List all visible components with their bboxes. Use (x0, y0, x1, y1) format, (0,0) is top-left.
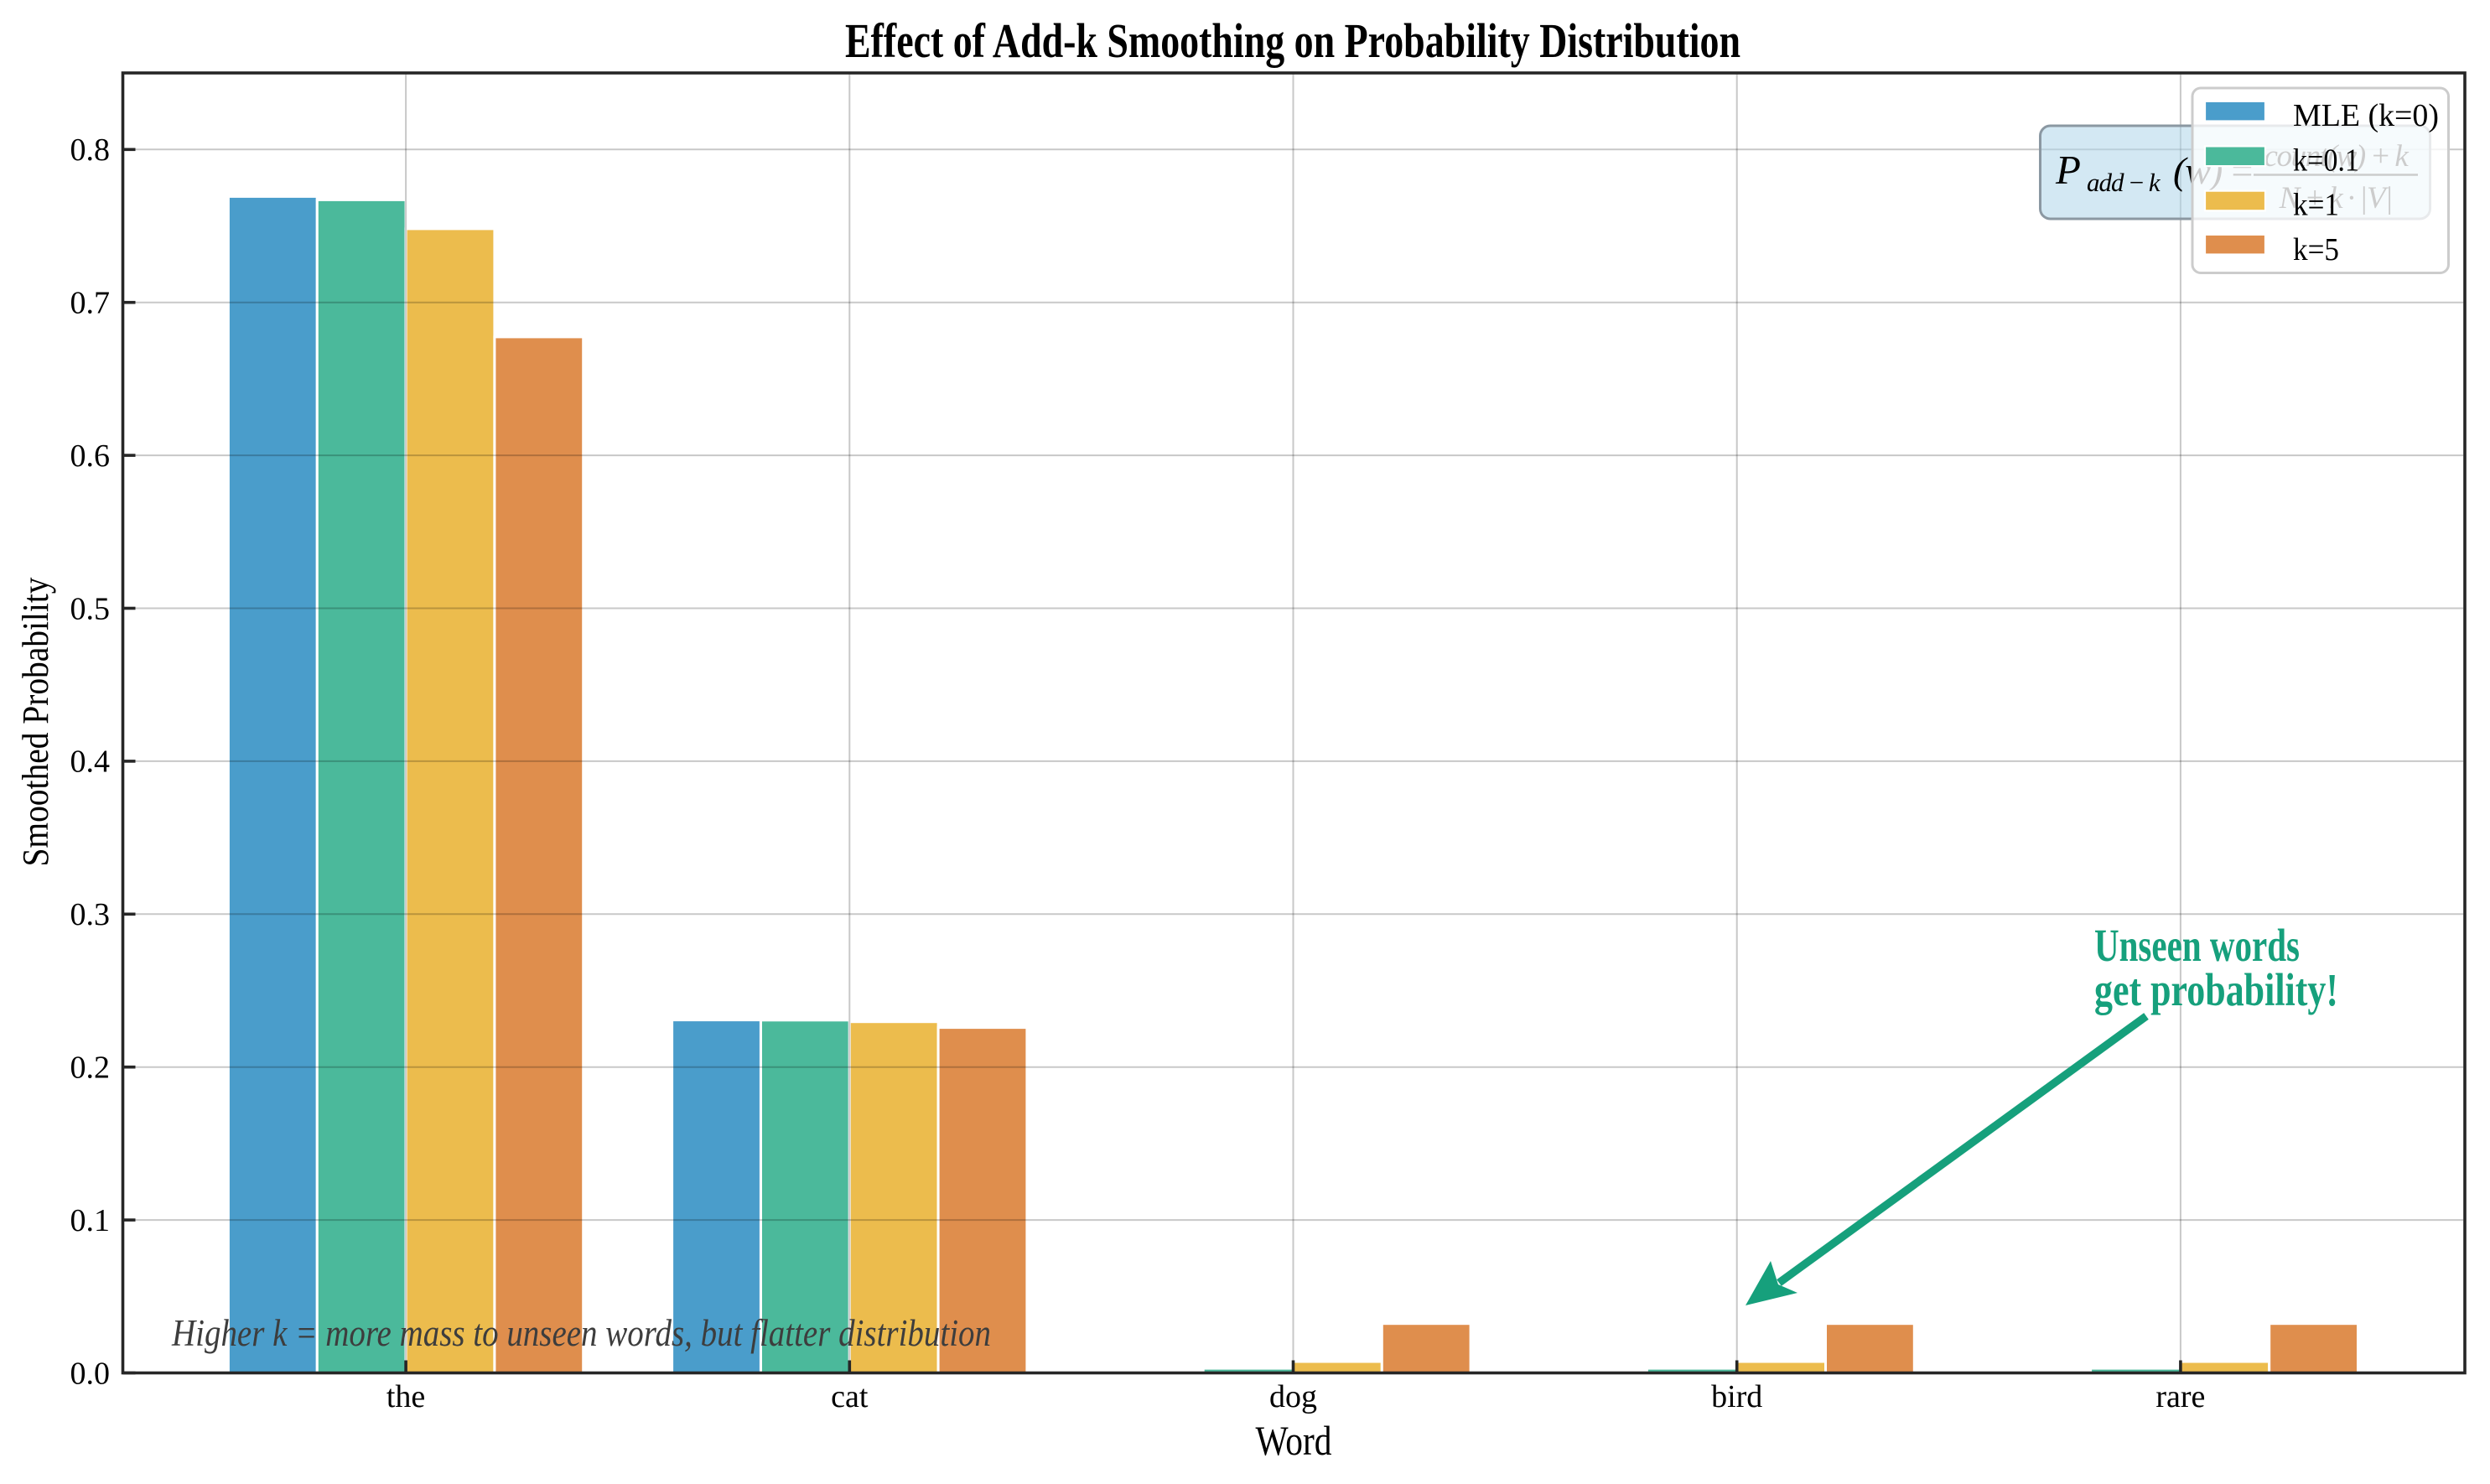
svg-text:k=0.1: k=0.1 (2293, 143, 2359, 179)
svg-text:0.6: 0.6 (70, 438, 111, 474)
svg-text:Unseen words: Unseen words (2094, 920, 2300, 971)
svg-text:0.3: 0.3 (70, 897, 111, 932)
svg-text:0.7: 0.7 (70, 286, 111, 321)
svg-text:MLE (k=0): MLE (k=0) (2293, 98, 2439, 133)
svg-text:0.4: 0.4 (70, 745, 111, 780)
svg-text:k=5: k=5 (2293, 232, 2339, 267)
svg-text:P: P (2055, 147, 2081, 193)
svg-text:get probability!: get probability! (2094, 964, 2338, 1015)
svg-text:add − k: add − k (2087, 168, 2161, 197)
svg-text:cat: cat (831, 1379, 869, 1414)
svg-text:Word: Word (1256, 1417, 1332, 1464)
svg-text:k=1: k=1 (2293, 188, 2339, 223)
svg-text:0.8: 0.8 (70, 132, 111, 168)
svg-text:0.0: 0.0 (70, 1356, 111, 1391)
svg-text:rare: rare (2155, 1379, 2205, 1414)
svg-text:dog: dog (1269, 1379, 1317, 1414)
svg-text:bird: bird (1711, 1379, 1762, 1414)
svg-text:0.5: 0.5 (70, 591, 111, 626)
svg-text:Smoothed Probability: Smoothed Probability (15, 578, 56, 867)
svg-text:Effect of Add-k Smoothing on P: Effect of Add-k Smoothing on Probability… (845, 13, 1740, 68)
svg-text:Higher k = more mass to unseen: Higher k = more mass to unseen words, bu… (171, 1312, 991, 1354)
svg-text:0.1: 0.1 (70, 1203, 111, 1238)
svg-text:0.2: 0.2 (70, 1051, 111, 1086)
svg-text:the: the (386, 1379, 425, 1414)
